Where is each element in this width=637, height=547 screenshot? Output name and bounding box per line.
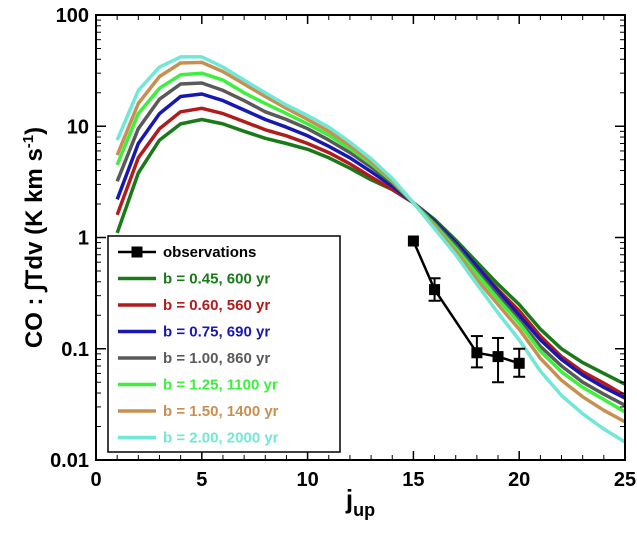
legend-label: b = 0.60, 560 yr	[163, 297, 270, 314]
x-axis-label: jup	[345, 484, 375, 520]
series-line-2	[115, 106, 626, 398]
series-line-4	[115, 81, 626, 407]
series-line-3	[115, 92, 626, 400]
x-tick-label: 0	[90, 469, 101, 491]
obs-point-1	[407, 235, 419, 247]
series-lines	[115, 55, 626, 444]
observations-series	[407, 235, 526, 384]
y-axis-label: CO : ∫Tdv (K km s-1)	[20, 127, 48, 348]
x-tick-label: 20	[508, 469, 530, 491]
series-line-1	[115, 117, 626, 386]
y-tick-label: 100	[56, 5, 89, 27]
obs-point-5	[513, 357, 525, 369]
legend-label: b = 0.45, 600 yr	[163, 271, 270, 288]
legend-label: b = 1.00, 860 yr	[163, 350, 270, 367]
obs-point-3	[471, 347, 483, 359]
legend-label: b = 0.75, 690 yr	[163, 324, 270, 341]
axis-ticks: 0 5 10 15 20 25 0.01 0.1 1 10 100	[50, 5, 636, 491]
legend: observations b = 0.45, 600 yr b = 0.60, 56…	[107, 235, 341, 453]
x-tick-label: 10	[296, 469, 318, 491]
legend-label: b = 1.25, 1100 yr	[163, 377, 278, 394]
legend-label: b = 1.50, 1400 yr	[163, 403, 279, 420]
legend-label: observations	[163, 244, 256, 261]
obs-point-2	[429, 284, 441, 296]
series-line-6	[115, 60, 626, 424]
y-tick-label: 0.1	[61, 339, 89, 361]
x-tick-label: 15	[402, 469, 424, 491]
y-tick-label: 10	[67, 116, 89, 138]
x-tick-label: 25	[614, 469, 636, 491]
x-tick-label: 5	[196, 469, 207, 491]
y-tick-label: 0.01	[50, 450, 89, 472]
y-tick-label: 1	[78, 228, 89, 250]
legend-label: b = 2.00, 2000 yr	[163, 430, 279, 447]
x-axis-label-subscript: up	[353, 500, 375, 520]
y-axis-label-close: )	[21, 127, 48, 135]
series-line-7	[115, 55, 626, 444]
legend-marker	[131, 246, 143, 258]
obs-point-4	[492, 351, 504, 363]
y-axis-label-superscript: -1	[20, 135, 37, 148]
legend-box	[107, 235, 341, 453]
